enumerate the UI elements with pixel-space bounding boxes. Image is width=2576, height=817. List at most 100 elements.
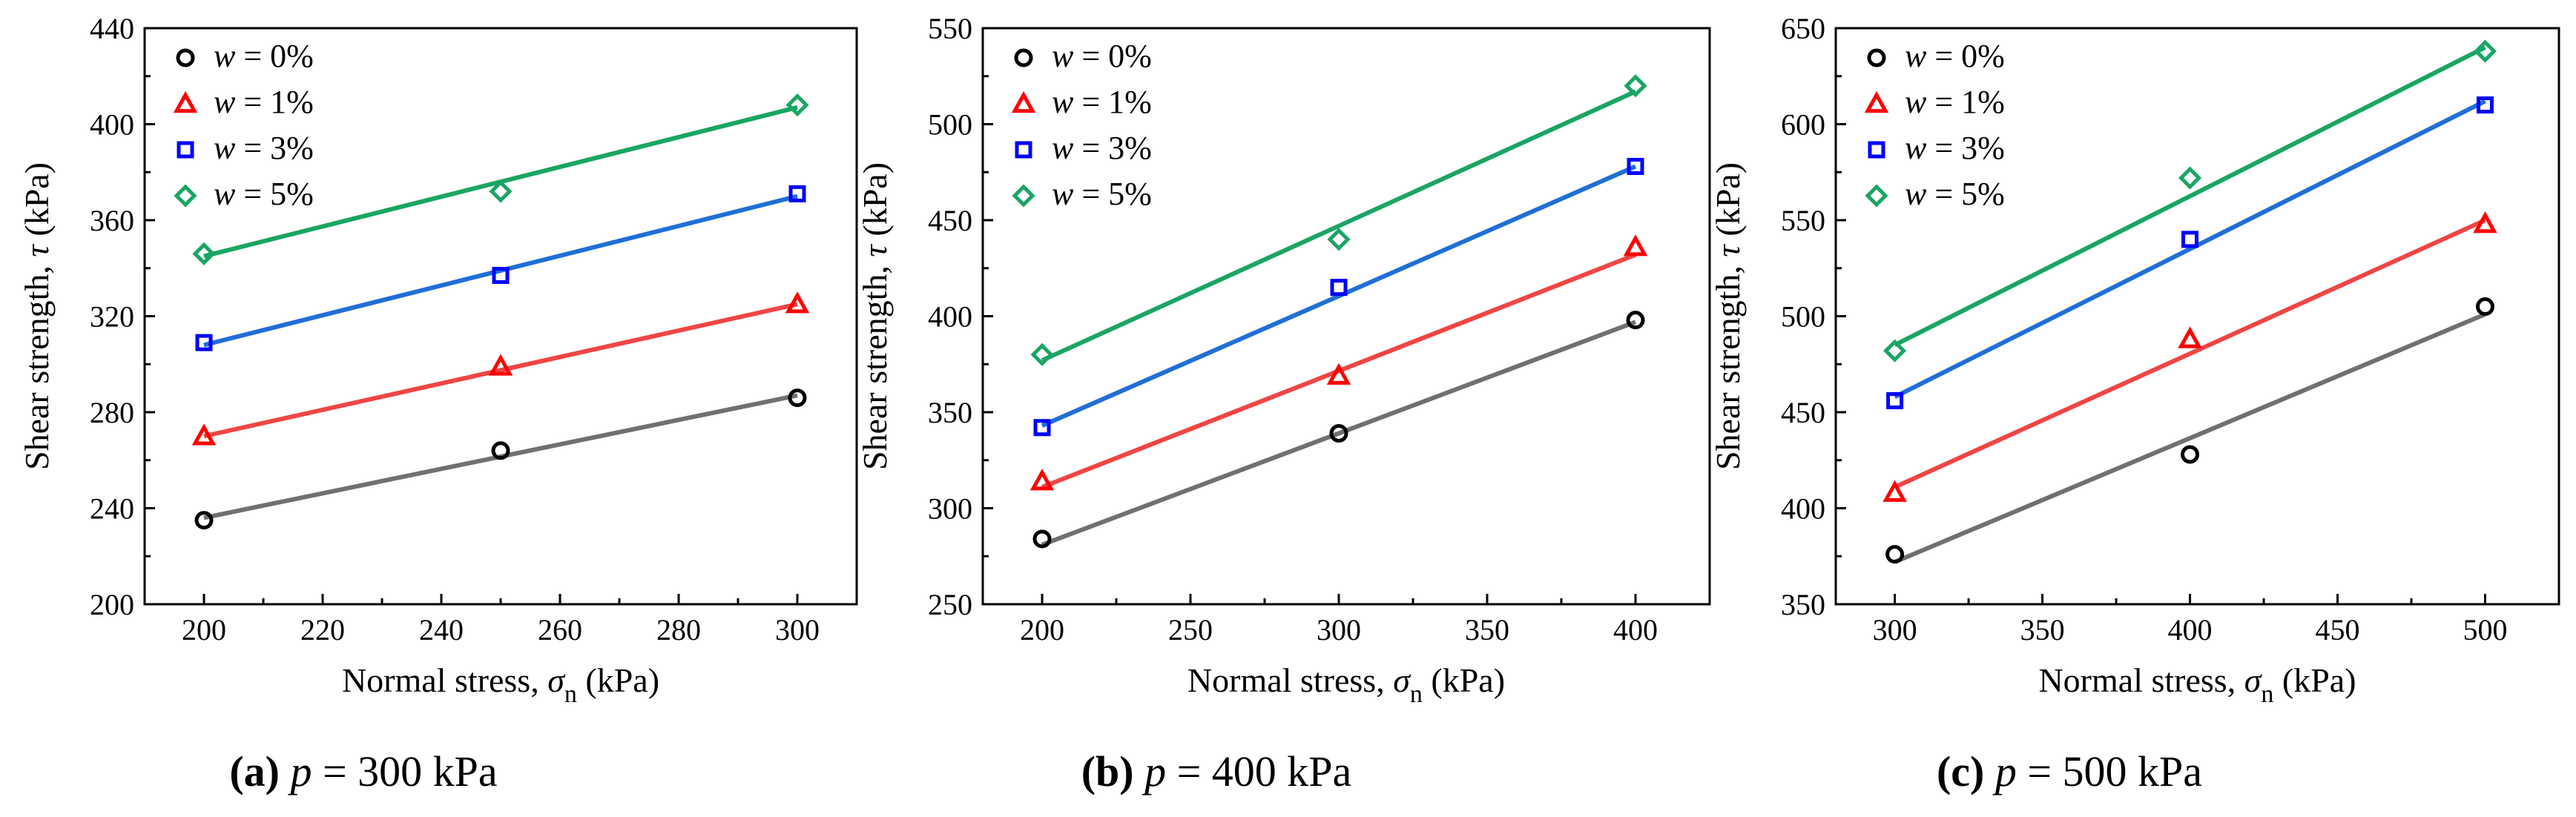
- data-point: [1885, 545, 1905, 564]
- y-tick-label: 280: [90, 396, 134, 429]
- legend-marker: [1867, 48, 1886, 67]
- y-tick-label: 240: [90, 492, 134, 526]
- x-tick-label: 400: [1613, 613, 1658, 646]
- series-2: [1886, 96, 2494, 409]
- x-tick-label: 220: [300, 613, 345, 646]
- legend-label: w = 1%: [1905, 84, 2005, 120]
- fit-line: [1894, 45, 2486, 348]
- data-point: [1033, 419, 1051, 437]
- fit-line: [1894, 99, 2486, 399]
- legend: w = 0% w = 1% w = 3% w = 5%: [173, 38, 314, 212]
- data-point: [2476, 297, 2495, 317]
- y-tick-label: 450: [1781, 396, 1825, 429]
- data-point: [2473, 211, 2497, 234]
- x-axis-title: Normal stress, σn (kPa): [2038, 661, 2356, 708]
- series-0: [194, 388, 807, 530]
- data-point: [2181, 231, 2199, 248]
- legend-label: w = 5%: [1905, 176, 2005, 212]
- legend-marker: [176, 48, 195, 67]
- data-point: [1030, 469, 1055, 491]
- x-tick-label: 450: [2316, 613, 2360, 646]
- x-axis-title: Normal stress, σn (kPa): [1187, 661, 1505, 708]
- legend-label: w = 5%: [214, 176, 314, 212]
- data-point: [785, 291, 810, 314]
- data-point: [1326, 363, 1351, 385]
- data-point: [785, 93, 809, 117]
- y-tick-label: 400: [1781, 492, 1825, 526]
- fit-line: [1041, 164, 1637, 428]
- x-tick-label: 200: [182, 613, 226, 646]
- data-point: [195, 334, 213, 351]
- x-tick-label: 200: [1020, 613, 1064, 646]
- data-point: [1030, 343, 1054, 366]
- y-tick-label: 500: [928, 108, 972, 142]
- fit-line: [1894, 218, 2486, 489]
- series-3: [1883, 39, 2497, 363]
- series-0: [1885, 297, 2495, 564]
- data-point: [1032, 529, 1052, 549]
- x-axis-title: Normal stress, σn (kPa): [342, 661, 659, 708]
- y-tick-label: 440: [90, 12, 134, 45]
- y-tick-label: 350: [1781, 588, 1825, 621]
- x-tick-label: 300: [1873, 613, 1917, 646]
- y-tick-label: 320: [90, 300, 134, 334]
- y-tick-label: 250: [928, 588, 972, 621]
- x-tick-label: 350: [2020, 613, 2065, 646]
- data-point: [2181, 445, 2200, 464]
- panel-caption: (a) p = 300 kPa: [229, 747, 497, 796]
- data-point: [2473, 39, 2497, 63]
- y-tick-label: 300: [928, 492, 972, 526]
- data-point: [788, 185, 806, 202]
- data-point: [1886, 391, 1904, 409]
- fit-line: [203, 302, 798, 439]
- legend-marker: [1864, 90, 1889, 113]
- y-tick-label: 650: [1781, 12, 1825, 45]
- data-point: [1883, 339, 1907, 363]
- x-tick-label: 260: [538, 613, 582, 646]
- data-point: [1882, 480, 1907, 502]
- y-tick-label: 500: [1781, 300, 1825, 334]
- y-tick-label: 360: [90, 204, 134, 237]
- legend-marker: [1012, 184, 1035, 208]
- data-point: [191, 423, 217, 446]
- data-point: [2477, 96, 2494, 114]
- data-point: [492, 266, 510, 284]
- series-2: [195, 185, 806, 351]
- fit-line: [203, 194, 798, 348]
- data-point: [1624, 74, 1647, 98]
- fit-line: [1894, 312, 2486, 564]
- y-tick-label: 450: [928, 204, 972, 237]
- panel-caption: (b) p = 400 kPa: [1081, 747, 1352, 796]
- x-tick-label: 300: [775, 613, 820, 646]
- data-point: [1626, 311, 1645, 330]
- data-point: [1327, 228, 1351, 251]
- y-axis-title: Shear strength, τ (kPa): [856, 162, 894, 470]
- series-0: [1032, 311, 1645, 549]
- y-tick-label: 350: [928, 396, 972, 429]
- series-2: [1033, 157, 1644, 437]
- data-point: [1623, 234, 1648, 257]
- legend-marker: [1865, 184, 1888, 208]
- data-point: [491, 441, 510, 460]
- data-point: [194, 511, 214, 530]
- x-tick-label: 240: [419, 613, 464, 646]
- series-3: [1030, 74, 1647, 366]
- legend-marker: [1014, 48, 1033, 67]
- data-point: [1329, 423, 1348, 443]
- legend-label: w = 3%: [1052, 130, 1152, 166]
- legend-marker: [173, 90, 198, 113]
- chart-panel-b: 200 250 300 350 400 250 300 350 400 450 500 550 w = …: [856, 12, 1711, 796]
- data-point: [2178, 326, 2202, 348]
- legend-label: w = 1%: [214, 84, 314, 120]
- legend: w = 0% w = 1% w = 3% w = 5%: [1011, 38, 1152, 212]
- legend-marker: [174, 184, 197, 208]
- data-point: [2178, 166, 2202, 190]
- series-1: [191, 291, 810, 446]
- legend-marker: [177, 141, 194, 159]
- legend-label: w = 3%: [214, 130, 314, 166]
- x-tick-label: 350: [1465, 613, 1509, 646]
- y-tick-label: 550: [928, 12, 972, 45]
- series-3: [192, 93, 809, 265]
- legend-marker: [1868, 141, 1885, 159]
- x-tick-label: 300: [1317, 613, 1361, 646]
